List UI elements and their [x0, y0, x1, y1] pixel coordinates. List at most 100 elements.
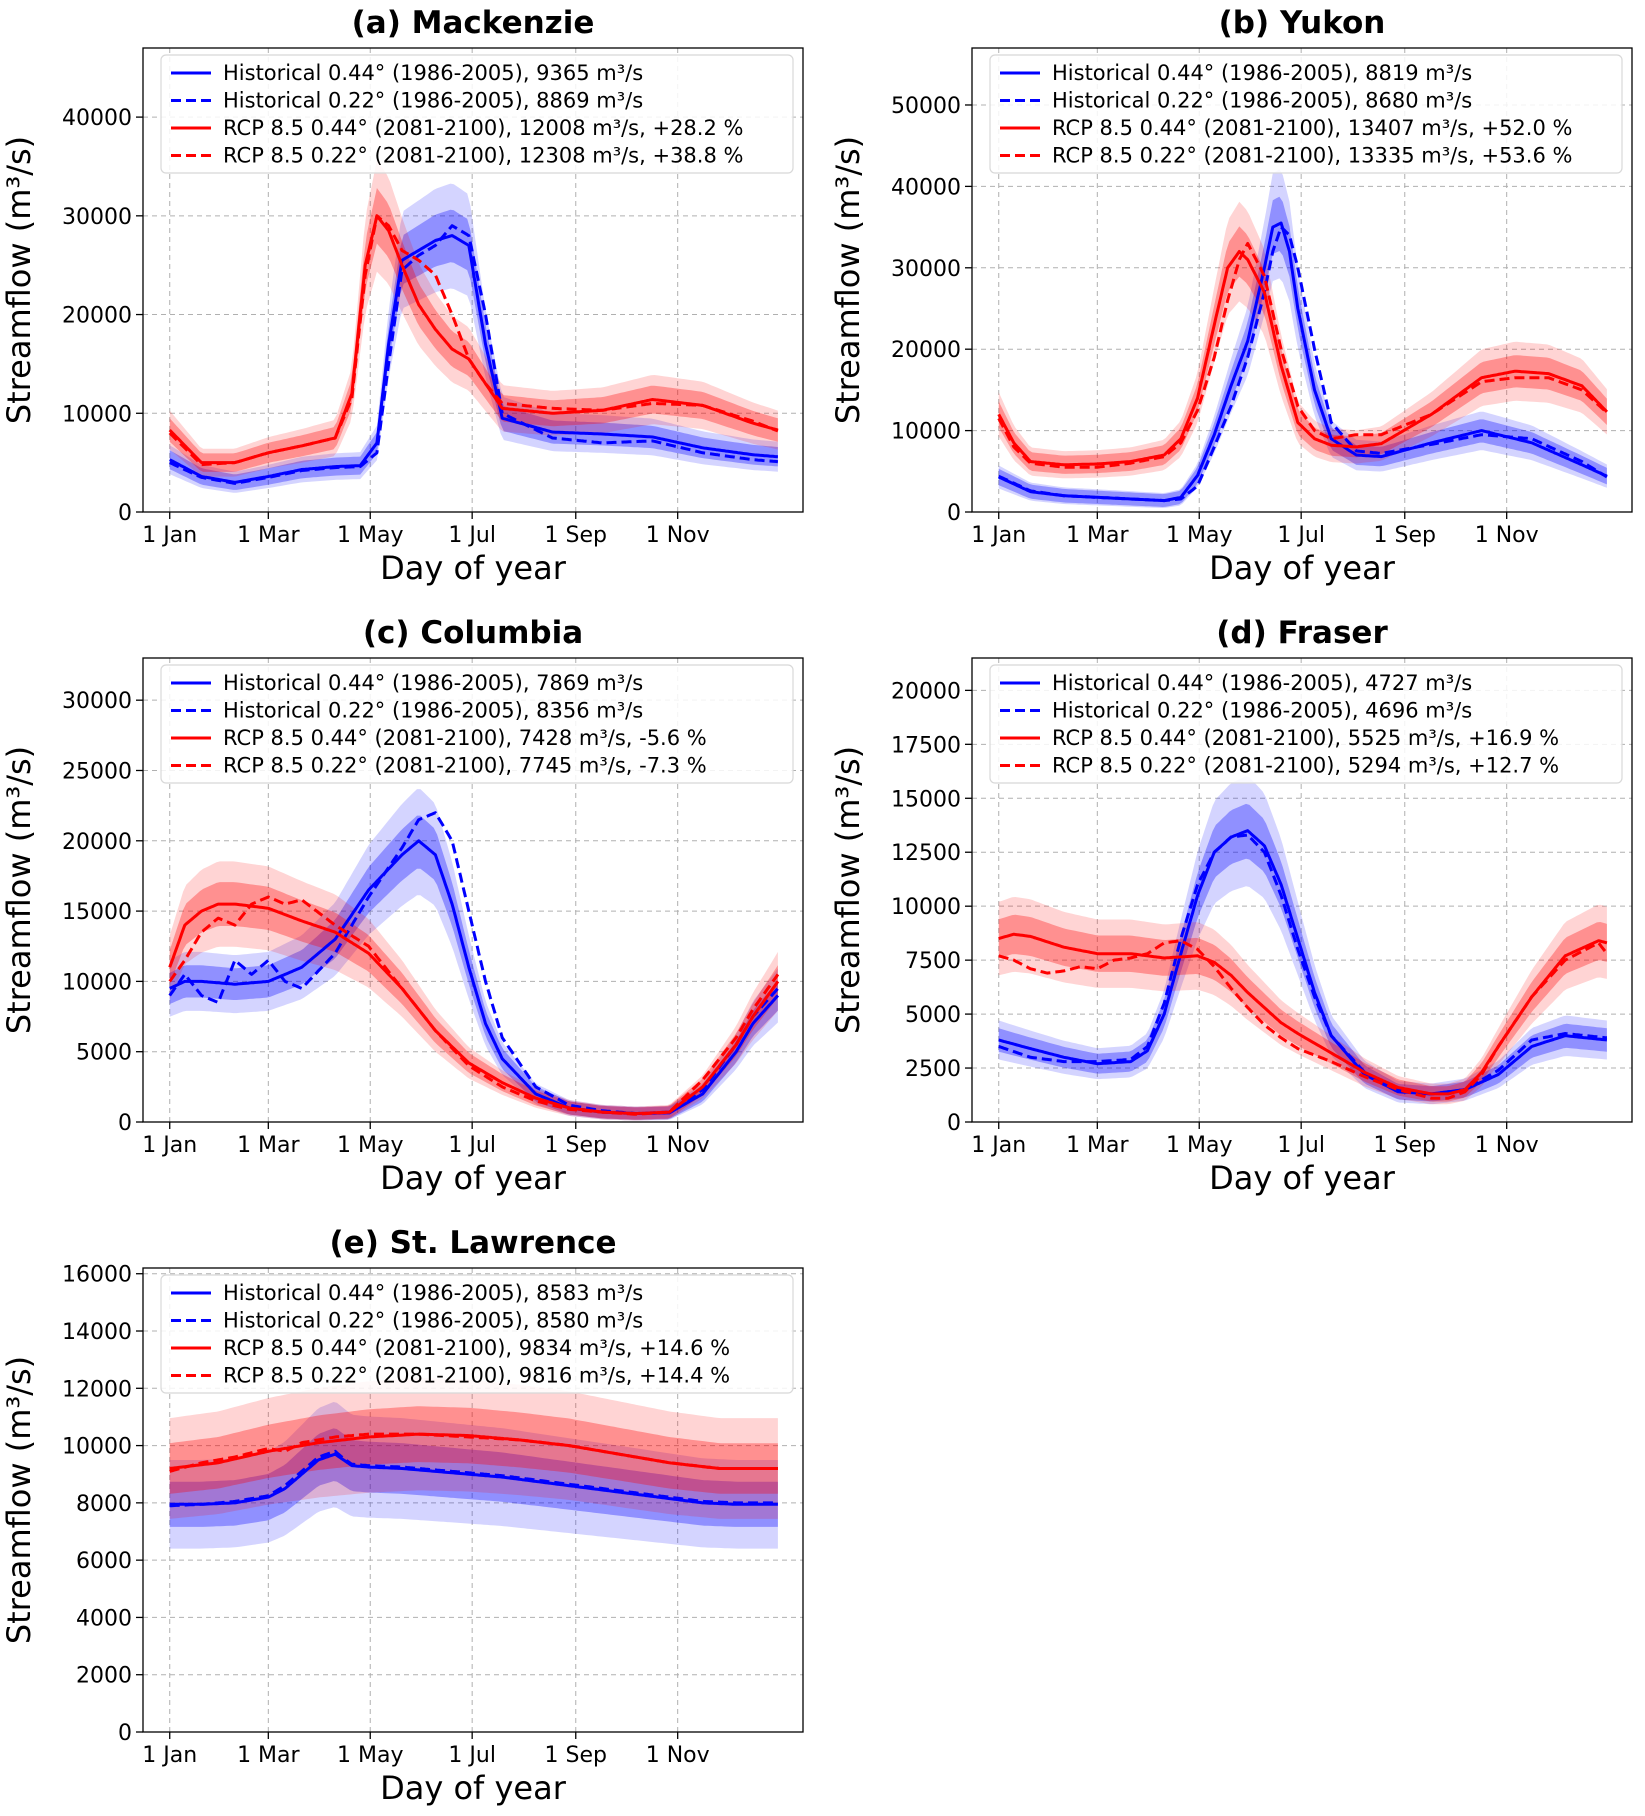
plot-area — [168, 159, 779, 493]
legend-entry: Historical 0.44° (1986-2005), 9365 m³/s — [223, 61, 643, 85]
y-tick-label: 50000 — [891, 94, 961, 119]
uncertainty-band — [998, 776, 1607, 1105]
y-tick-label: 2000 — [76, 1664, 132, 1689]
x-tick-label: 1 May — [337, 523, 403, 548]
x-tick-label: 1 Jul — [1277, 1133, 1325, 1158]
y-tick-label: 4000 — [76, 1606, 132, 1631]
x-tick-label: 1 May — [337, 1743, 403, 1768]
x-tick-label: 1 Jul — [448, 1133, 496, 1158]
y-tick-label: 16000 — [62, 1263, 132, 1288]
series-line — [168, 214, 779, 467]
uncertainty-band — [169, 815, 778, 1120]
legend-entry: RCP 8.5 0.22° (2081-2100), 12308 m³/s, +… — [223, 144, 743, 168]
axes-frame — [971, 47, 1633, 513]
y-tick-label: 40000 — [891, 175, 961, 200]
legend-entry: Historical 0.44° (1986-2005), 8819 m³/s — [1052, 61, 1472, 85]
series-line — [997, 241, 1608, 469]
y-axis-label: Streamflow (m³/s) — [829, 136, 867, 424]
x-axis-label: Day of year — [380, 1159, 567, 1197]
chart-panel: 1 Jan 1 Mar 1 May 1 Jul 1 Sep 1 Nov 0 10000 2000… — [0, 5, 804, 587]
y-tick-label: 0 — [947, 1111, 961, 1136]
chart-title: (c) Columbia — [363, 615, 583, 651]
uncertainty-band — [169, 183, 778, 493]
y-tick-label: 0 — [118, 1721, 132, 1746]
uncertainty-band — [998, 196, 1607, 507]
legend: Historical 0.44° (1986-2005), 9365 m³/s H… — [160, 54, 794, 174]
legend-box — [160, 664, 794, 784]
y-axis-label: Streamflow (m³/s) — [829, 746, 867, 1034]
series-line — [169, 224, 779, 485]
x-tick-label: 1 Jan — [142, 523, 197, 548]
series-line — [169, 1432, 778, 1473]
uncertainty-band — [169, 1378, 778, 1519]
y-tick-label: 10000 — [891, 420, 961, 445]
series-line — [998, 939, 1609, 1100]
x-tick-label: 1 Jan — [142, 1133, 197, 1158]
y-axis-label: Streamflow (m³/s) — [0, 1356, 38, 1644]
legend-box — [989, 54, 1623, 174]
y-tick-label: 8000 — [76, 1492, 132, 1517]
y-tick-label: 0 — [118, 501, 132, 526]
series-line — [998, 225, 1608, 503]
uncertainty-band — [998, 201, 1607, 479]
legend-entry: Historical 0.22° (1986-2005), 8869 m³/s — [223, 89, 643, 113]
legend-entry: RCP 8.5 0.44° (2081-2100), 5525 m³/s, +1… — [1052, 726, 1559, 750]
y-tick-label: 30000 — [62, 205, 132, 230]
x-axis-label: Day of year — [380, 1769, 567, 1807]
legend-entry: Historical 0.44° (1986-2005), 4727 m³/s — [1052, 671, 1472, 695]
y-axis-label: Streamflow (m³/s) — [0, 136, 38, 424]
x-tick-label: 1 Jul — [448, 1743, 496, 1768]
legend-entry: RCP 8.5 0.22° (2081-2100), 7745 m³/s, -7… — [223, 754, 707, 778]
y-tick-label: 7500 — [905, 949, 961, 974]
plot-area — [168, 789, 780, 1121]
y-tick-label: 15000 — [891, 787, 961, 812]
legend-entry: Historical 0.44° (1986-2005), 8583 m³/s — [223, 1281, 643, 1305]
x-tick-label: 1 Nov — [646, 523, 710, 548]
plot-area — [998, 776, 1609, 1105]
y-tick-label: 12500 — [891, 841, 961, 866]
x-tick-label: 1 Jul — [448, 523, 496, 548]
x-tick-label: 1 Jan — [142, 1743, 197, 1768]
x-tick-label: 1 May — [337, 1133, 403, 1158]
uncertainty-band — [169, 159, 778, 477]
y-tick-label: 10000 — [62, 402, 132, 427]
chart-panel: 1 Jan 1 Mar 1 May 1 Jul 1 Sep 1 Nov 0 5000 10000… — [0, 615, 804, 1197]
legend-entry: RCP 8.5 0.22° (2081-2100), 5294 m³/s, +1… — [1052, 754, 1559, 778]
chart-title: (d) Fraser — [1216, 615, 1388, 651]
x-tick-label: 1 Jul — [1277, 523, 1325, 548]
x-tick-label: 1 Mar — [1066, 1133, 1129, 1158]
x-tick-label: 1 Nov — [1475, 1133, 1539, 1158]
y-tick-label: 0 — [947, 501, 961, 526]
y-tick-label: 20000 — [62, 830, 132, 855]
x-tick-label: 1 Sep — [545, 1743, 607, 1768]
legend-box — [160, 54, 794, 174]
legend-entry: RCP 8.5 0.22° (2081-2100), 13335 m³/s, +… — [1052, 144, 1572, 168]
axes-frame — [142, 47, 804, 513]
y-tick-label: 6000 — [76, 1549, 132, 1574]
y-tick-label: 17500 — [891, 733, 961, 758]
x-tick-label: 1 Sep — [545, 1133, 607, 1158]
uncertainty-band — [169, 188, 778, 472]
legend-box — [989, 664, 1623, 784]
y-tick-label: 20000 — [891, 679, 961, 704]
series-line — [998, 833, 1607, 1096]
series-line — [998, 829, 1608, 1096]
series-line — [997, 250, 1609, 467]
x-tick-label: 1 Nov — [1475, 523, 1539, 548]
x-tick-label: 1 Mar — [237, 1133, 300, 1158]
legend: Historical 0.44° (1986-2005), 7869 m³/s H… — [160, 664, 794, 784]
x-tick-label: 1 Mar — [237, 1743, 300, 1768]
chart-panel: 1 Jan 1 Mar 1 May 1 Jul 1 Sep 1 Nov 0 2500 5000 7… — [829, 615, 1633, 1197]
legend-entry: RCP 8.5 0.44° (2081-2100), 9834 m³/s, +1… — [223, 1336, 730, 1360]
chart-panel: 1 Jan 1 Mar 1 May 1 Jul 1 Sep 1 Nov 0 2000 4000 6… — [0, 1225, 804, 1807]
y-axis-label: Streamflow (m³/s) — [0, 746, 38, 1034]
x-tick-label: 1 Jan — [971, 523, 1026, 548]
series-line — [168, 895, 780, 1116]
y-tick-label: 25000 — [62, 759, 132, 784]
x-tick-label: 1 May — [1166, 1133, 1232, 1158]
y-tick-label: 14000 — [62, 1320, 132, 1345]
legend: Historical 0.44° (1986-2005), 8819 m³/s H… — [989, 54, 1623, 174]
chart-title: (e) St. Lawrence — [330, 1225, 617, 1261]
uncertainty-band — [998, 226, 1607, 474]
